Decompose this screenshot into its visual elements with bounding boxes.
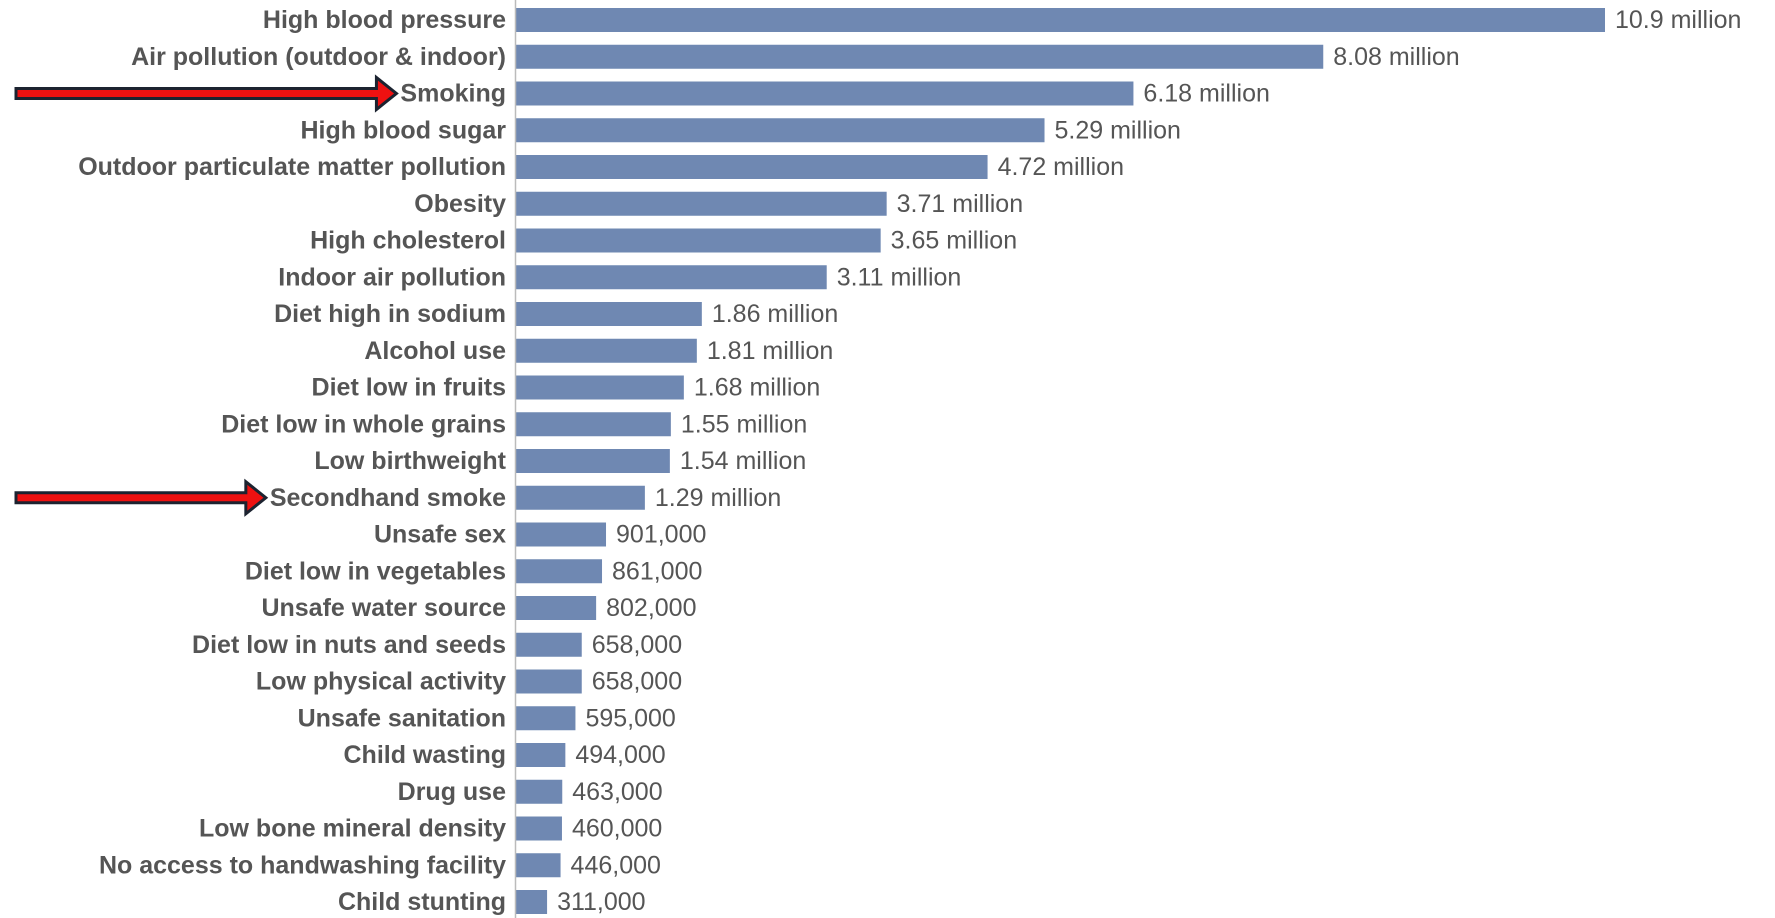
value-label-alcohol-use: 1.81 million — [707, 337, 833, 365]
category-label-unsafe-sex: Unsafe sex — [374, 521, 506, 549]
value-label-outdoor-particulate-matter-pollution: 4.72 million — [998, 153, 1124, 181]
value-label-obesity: 3.71 million — [897, 190, 1023, 218]
bar-child-wasting — [516, 743, 566, 767]
bar-no-access-to-handwashing-facility — [516, 853, 561, 878]
value-label-diet-low-in-nuts-and-seeds: 658,000 — [592, 631, 682, 659]
bar-diet-low-in-whole-grains — [516, 412, 671, 437]
bar-unsafe-sanitation — [516, 706, 576, 731]
bar-low-bone-mineral-density — [516, 816, 562, 841]
value-label-unsafe-water-source: 802,000 — [606, 594, 696, 622]
bar-high-blood-pressure — [516, 8, 1605, 32]
bar-high-blood-sugar — [516, 118, 1045, 143]
bar-low-birthweight — [516, 449, 670, 473]
category-labels-group: High blood pressure Air pollution (outdoo… — [78, 6, 506, 916]
category-label-low-bone-mineral-density: Low bone mineral density — [199, 815, 506, 843]
category-label-indoor-air-pollution: Indoor air pollution — [278, 263, 506, 291]
bar-unsafe-water-source — [516, 596, 597, 620]
bar-outdoor-particulate-matter-pollution — [516, 155, 988, 179]
bar-alcohol-use — [516, 338, 697, 363]
bar-high-cholesterol — [516, 228, 881, 253]
value-label-low-physical-activity: 658,000 — [592, 668, 682, 696]
arrow-smoking — [14, 74, 399, 113]
category-label-unsafe-sanitation: Unsafe sanitation — [298, 704, 506, 732]
category-label-high-blood-pressure: High blood pressure — [263, 6, 506, 34]
value-label-indoor-air-pollution: 3.11 million — [837, 263, 962, 291]
bar-diet-high-in-sodium — [516, 302, 702, 326]
value-label-diet-low-in-whole-grains: 1.55 million — [681, 410, 807, 438]
value-label-high-blood-pressure: 10.9 million — [1615, 6, 1741, 34]
bar-obesity — [516, 191, 887, 216]
bar-smoking — [516, 81, 1134, 106]
value-label-diet-low-in-vegetables: 861,000 — [612, 557, 702, 585]
arrow-secondhand-smoke — [14, 478, 269, 517]
bar-child-stunting — [516, 890, 548, 914]
category-label-no-access-to-handwashing-facility: No access to handwashing facility — [99, 851, 506, 879]
value-label-secondhand-smoke: 1.29 million — [655, 484, 781, 512]
category-label-drug-use: Drug use — [398, 778, 506, 806]
category-label-diet-low-in-nuts-and-seeds: Diet low in nuts and seeds — [192, 631, 506, 659]
value-label-child-wasting: 494,000 — [575, 741, 665, 769]
category-label-high-cholesterol: High cholesterol — [310, 227, 506, 255]
value-label-diet-low-in-fruits: 1.68 million — [694, 374, 820, 402]
value-label-no-access-to-handwashing-facility: 446,000 — [571, 851, 661, 879]
bar-diet-low-in-nuts-and-seeds — [516, 632, 582, 657]
bar-diet-low-in-fruits — [516, 375, 684, 400]
highlight-arrows-group — [14, 74, 399, 517]
category-label-outdoor-particulate-matter-pollution: Outdoor particulate matter pollution — [78, 153, 506, 181]
category-label-diet-low-in-fruits: Diet low in fruits — [312, 374, 506, 402]
value-label-unsafe-sex: 901,000 — [616, 521, 706, 549]
category-label-air-pollution-outdoor-indoor: Air pollution (outdoor & indoor) — [131, 43, 506, 71]
category-label-smoking: Smoking — [400, 80, 506, 108]
value-label-drug-use: 463,000 — [572, 778, 662, 806]
value-label-unsafe-sanitation: 595,000 — [585, 704, 675, 732]
bar-unsafe-sex — [516, 522, 607, 547]
category-label-low-physical-activity: Low physical activity — [256, 668, 506, 696]
category-label-unsafe-water-source: Unsafe water source — [261, 594, 506, 622]
value-label-smoking: 6.18 million — [1143, 80, 1269, 108]
bar-air-pollution-outdoor-indoor — [516, 44, 1324, 69]
value-labels-group: 10.9 million 8.08 million 6.18 million 5.29… — [557, 6, 1741, 916]
category-label-diet-low-in-vegetables: Diet low in vegetables — [245, 557, 506, 585]
category-label-obesity: Obesity — [414, 190, 506, 218]
category-label-low-birthweight: Low birthweight — [314, 447, 506, 475]
category-label-child-stunting: Child stunting — [338, 888, 506, 916]
category-label-diet-high-in-sodium: Diet high in sodium — [274, 300, 506, 328]
value-label-low-bone-mineral-density: 460,000 — [572, 815, 662, 843]
bar-secondhand-smoke — [516, 485, 645, 510]
category-label-child-wasting: Child wasting — [344, 741, 507, 769]
bars-group — [516, 8, 1605, 914]
bar-drug-use — [516, 779, 563, 804]
category-label-diet-low-in-whole-grains: Diet low in whole grains — [221, 410, 506, 438]
value-label-low-birthweight: 1.54 million — [680, 447, 806, 475]
category-label-high-blood-sugar: High blood sugar — [300, 116, 506, 144]
value-label-high-cholesterol: 3.65 million — [891, 227, 1017, 255]
bar-indoor-air-pollution — [516, 265, 827, 290]
bar-low-physical-activity — [516, 669, 582, 694]
value-label-diet-high-in-sodium: 1.86 million — [712, 300, 838, 328]
category-label-alcohol-use: Alcohol use — [364, 337, 506, 365]
value-label-air-pollution-outdoor-indoor: 8.08 million — [1333, 43, 1459, 71]
category-label-secondhand-smoke: Secondhand smoke — [270, 484, 506, 512]
value-label-child-stunting: 311,000 — [557, 888, 646, 916]
value-label-high-blood-sugar: 5.29 million — [1055, 116, 1181, 144]
bar-diet-low-in-vegetables — [516, 559, 603, 584]
